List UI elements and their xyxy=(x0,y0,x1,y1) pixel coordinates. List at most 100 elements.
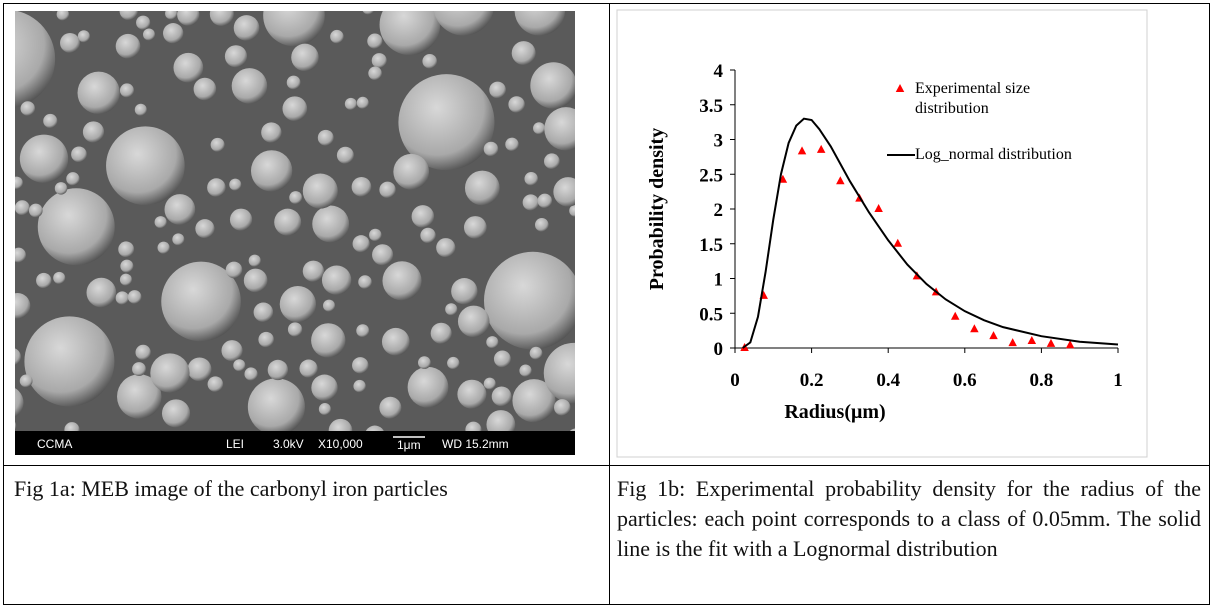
particle xyxy=(233,359,246,372)
particle xyxy=(457,379,487,409)
chart-frame xyxy=(616,9,1148,458)
y-tick-label: 2 xyxy=(714,200,724,221)
legend-marker xyxy=(895,84,905,92)
data-point xyxy=(970,324,979,333)
info-bar xyxy=(15,431,575,455)
particle xyxy=(352,235,370,253)
particle xyxy=(15,247,26,263)
particle xyxy=(258,331,274,348)
line-series xyxy=(742,117,1119,349)
particle xyxy=(15,11,56,108)
particle xyxy=(352,357,369,374)
data-point xyxy=(1046,338,1056,347)
info-text: WD 15.2mm xyxy=(442,437,509,451)
particle xyxy=(407,366,449,408)
legend-label: Log_normal distribution xyxy=(915,146,1072,163)
particle xyxy=(282,96,308,122)
particle xyxy=(418,356,431,369)
legend-entry: Experimental size distribution xyxy=(915,80,1030,117)
particle xyxy=(119,273,132,286)
y-tick-label: 0 xyxy=(714,339,724,360)
particle xyxy=(161,261,241,342)
particle xyxy=(274,208,302,236)
particle xyxy=(154,216,167,229)
particle xyxy=(244,367,258,381)
particle xyxy=(534,218,549,232)
particle xyxy=(422,53,438,69)
particle xyxy=(172,233,185,246)
particle xyxy=(248,254,261,267)
chart: Radius(μm) Probability density 0 0.5 1 1.5 2… xyxy=(616,9,1148,458)
particle xyxy=(86,277,117,308)
particle xyxy=(491,386,512,407)
particle xyxy=(321,265,352,295)
particle xyxy=(382,261,422,301)
particle xyxy=(544,107,575,151)
data-point xyxy=(836,176,845,185)
particle xyxy=(263,11,325,47)
y-tick-label: 1 xyxy=(714,270,724,291)
particle xyxy=(311,323,346,358)
particle xyxy=(330,29,344,44)
particle xyxy=(543,342,575,404)
particle xyxy=(165,11,178,20)
particle xyxy=(161,399,191,428)
particle xyxy=(553,399,571,416)
particle xyxy=(279,286,317,323)
particle xyxy=(243,268,268,293)
particle xyxy=(451,278,478,305)
particle xyxy=(15,421,17,431)
particle xyxy=(229,208,253,231)
info-text: 1μm xyxy=(397,438,421,452)
particle xyxy=(537,193,553,209)
particle xyxy=(135,344,151,360)
particle xyxy=(127,290,142,304)
y-tick-label: 2.5 xyxy=(699,165,723,186)
particle xyxy=(120,259,134,273)
particle xyxy=(318,403,331,416)
legend-entry: Log_normal distribution xyxy=(915,146,1072,163)
particle xyxy=(115,33,141,59)
y-tick-label: 3 xyxy=(714,131,724,152)
particle xyxy=(221,340,243,362)
particle xyxy=(356,324,370,338)
particle xyxy=(533,122,546,135)
particle xyxy=(173,52,204,83)
particle xyxy=(447,356,460,370)
data-point xyxy=(893,238,903,247)
particle xyxy=(411,205,435,228)
particle xyxy=(54,182,68,195)
particle xyxy=(82,121,105,143)
particle xyxy=(569,204,575,217)
particle xyxy=(231,68,268,104)
particle xyxy=(261,122,282,143)
y-axis-label: Probability density xyxy=(646,128,668,290)
particle xyxy=(229,178,242,191)
particle xyxy=(60,32,80,53)
particle xyxy=(463,216,487,239)
particle xyxy=(430,322,452,344)
particle xyxy=(51,11,57,12)
particle xyxy=(163,23,184,44)
particle xyxy=(250,150,293,192)
data-point xyxy=(1027,336,1037,345)
particle xyxy=(71,146,87,163)
particle xyxy=(207,376,224,392)
particle xyxy=(323,299,336,312)
particle xyxy=(353,379,366,393)
data-point xyxy=(989,331,998,340)
particle xyxy=(368,66,382,81)
particle xyxy=(511,41,536,66)
particle xyxy=(286,75,301,90)
x-tick-label: 0.6 xyxy=(953,370,977,391)
particle xyxy=(164,194,196,225)
particle xyxy=(209,11,234,27)
particle xyxy=(233,15,260,41)
particle xyxy=(505,137,519,152)
particle xyxy=(371,53,387,69)
particle xyxy=(381,327,410,356)
particle xyxy=(369,228,382,242)
particle xyxy=(508,96,525,113)
y-tick-label: 1.5 xyxy=(699,235,723,256)
